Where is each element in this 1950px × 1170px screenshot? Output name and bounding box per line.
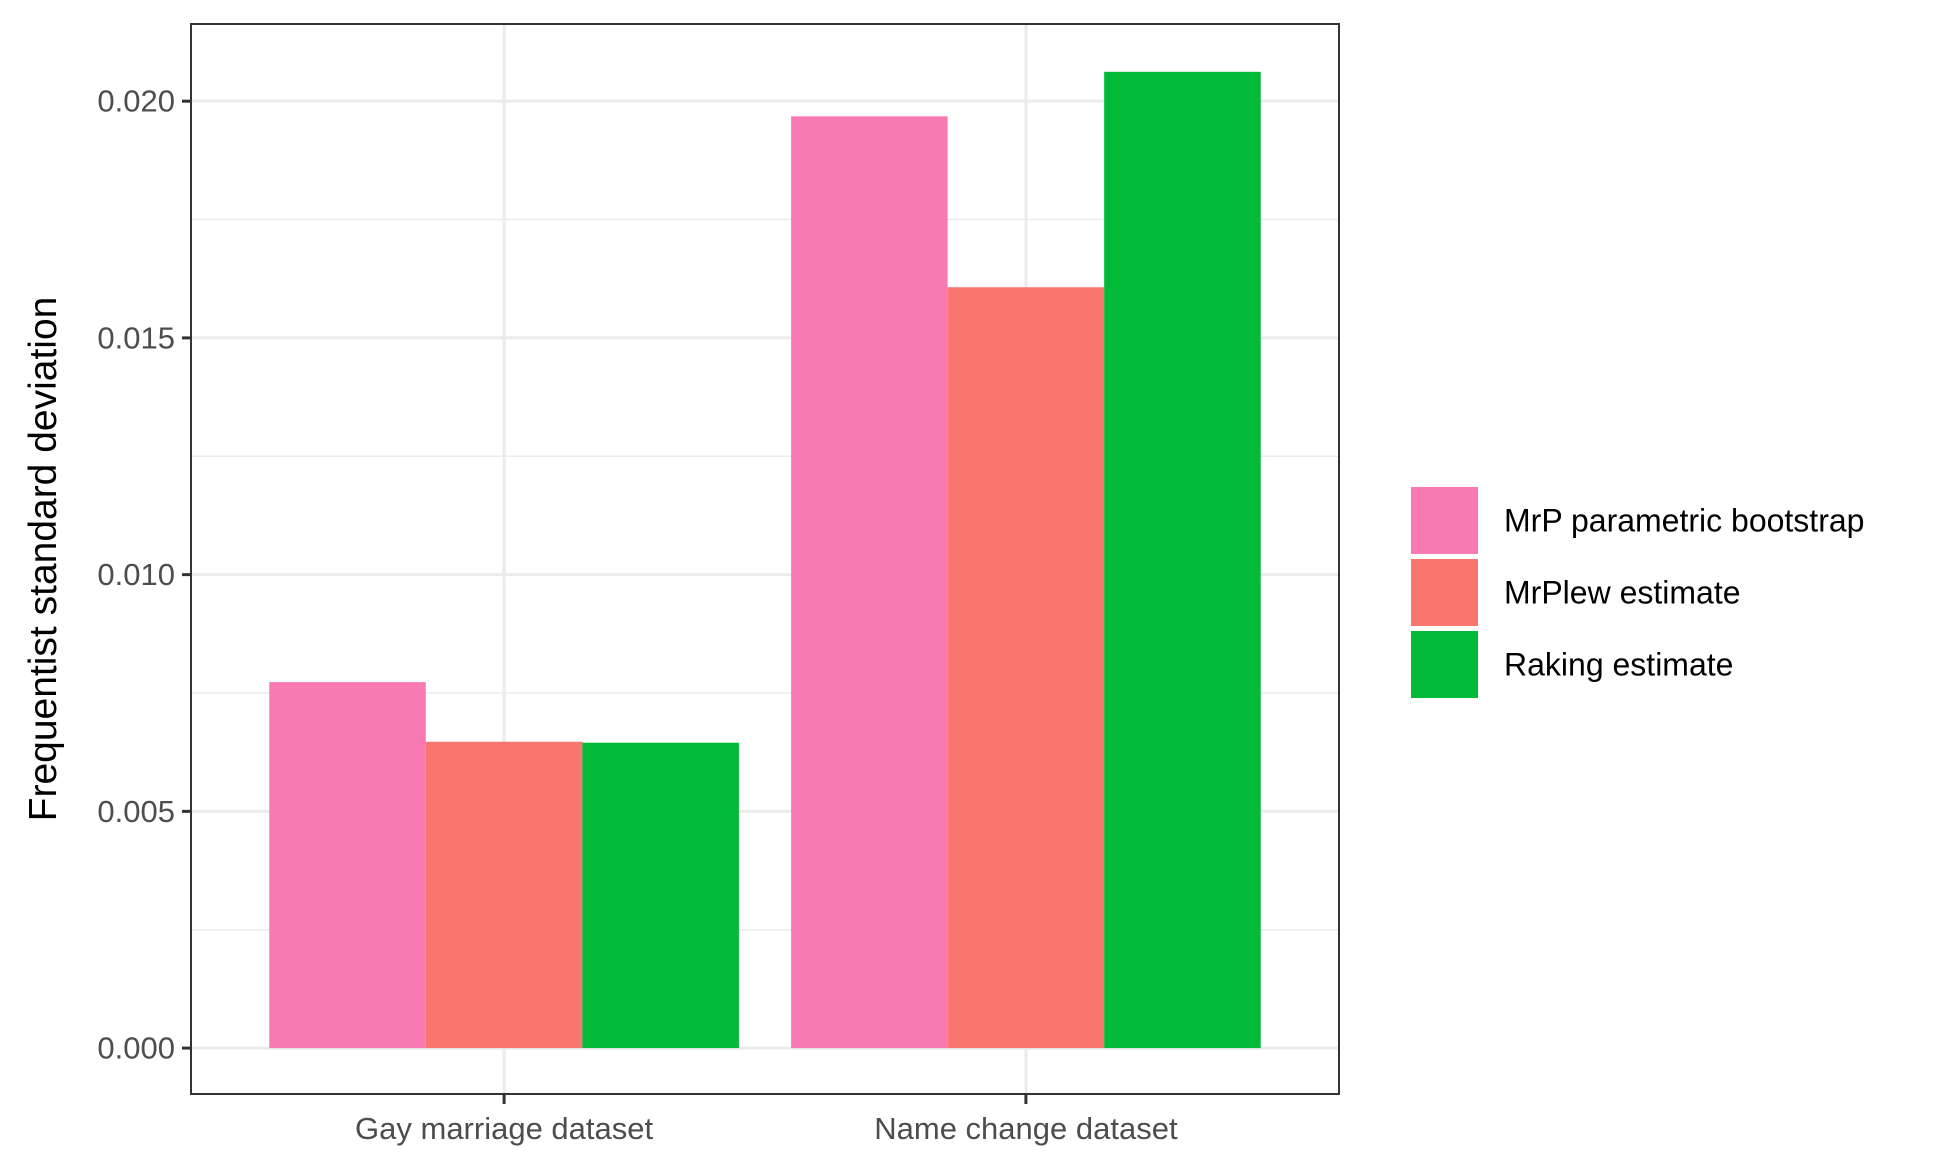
x-tick-label: Name change dataset (874, 1111, 1178, 1146)
y-tick-label: 0.020 (97, 84, 175, 119)
legend-label: Raking estimate (1504, 647, 1733, 683)
legend-key (1411, 631, 1478, 698)
bar (1104, 71, 1261, 1049)
y-axis-title: Frequentist standard deviation (22, 297, 65, 822)
plot-panel-border (190, 23, 1340, 1095)
y-tick-label: 0.015 (97, 320, 175, 355)
bar (582, 742, 739, 1049)
bars (269, 71, 1261, 1049)
y-tick-label: 0.005 (97, 794, 175, 829)
y-tick-label: 0.010 (97, 557, 175, 592)
y-tick-label: 0.000 (97, 1031, 175, 1066)
bar (425, 741, 583, 1049)
x-axis: Gay marriage dataset Name change dataset (355, 1094, 1178, 1146)
x-tick-label: Gay marriage dataset (355, 1111, 653, 1146)
legend-label: MrPlew estimate (1504, 575, 1741, 611)
legend-key (1411, 487, 1478, 554)
bar (791, 116, 948, 1049)
legend-key (1411, 559, 1478, 626)
bar (947, 287, 1105, 1049)
legend-label: MrP parametric bootstrap (1504, 503, 1864, 539)
legend: MrP parametric bootstrap MrPlew estimate R… (1411, 487, 1864, 698)
bar (269, 682, 426, 1049)
y-axis: 0.000 0.005 0.010 0.015 0.020 (97, 84, 191, 1066)
